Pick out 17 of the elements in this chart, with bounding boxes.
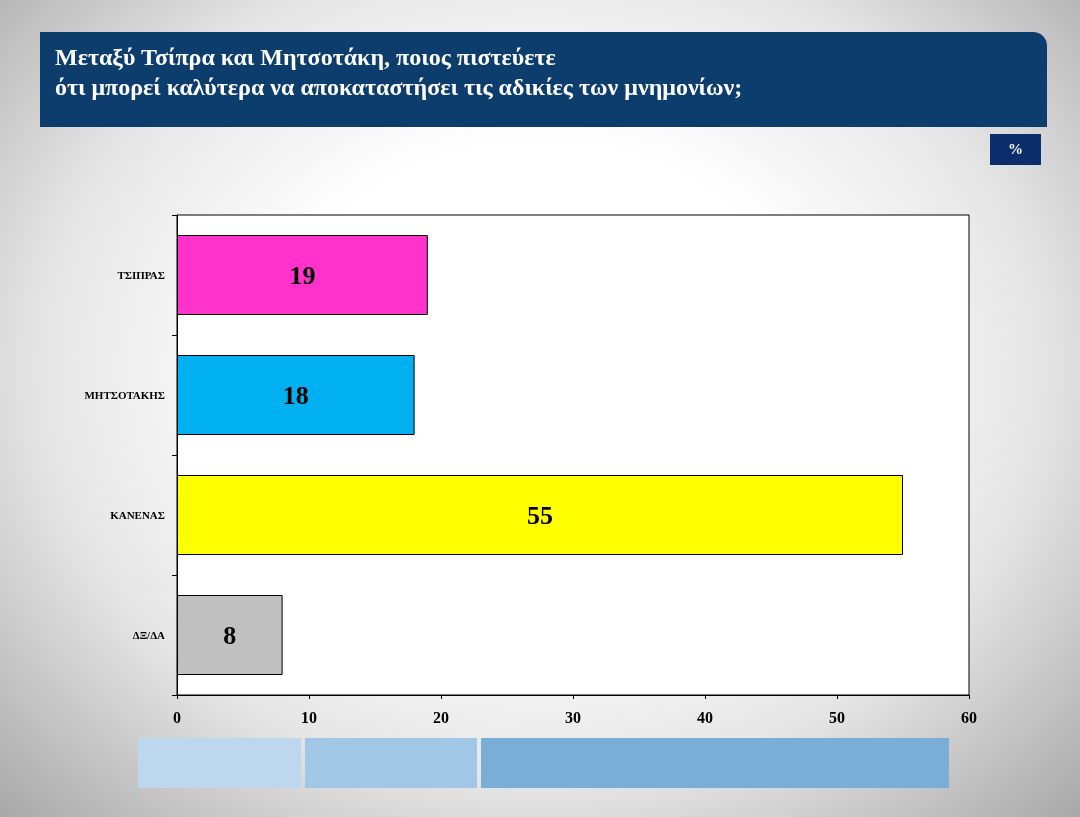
x-tick-label: 60 — [961, 708, 977, 726]
x-tick-label: 50 — [829, 708, 845, 726]
data-label: 8 — [223, 620, 237, 650]
x-tick-label: 10 — [301, 708, 317, 726]
x-tick-label: 20 — [433, 708, 449, 726]
data-label: 55 — [527, 500, 553, 530]
x-tick-label: 0 — [173, 708, 181, 726]
text: % — [990, 134, 1041, 165]
data-label: 18 — [282, 380, 309, 410]
y-tick-label: ΚΑΝΕΝΑΣ — [110, 509, 165, 521]
y-tick-label: ΔΞ/ΔΑ — [132, 629, 166, 641]
x-tick-label: 30 — [565, 708, 581, 726]
y-tick-label: ΜΗΤΣΟΤΑΚΗΣ — [84, 389, 165, 401]
y-tick-label: ΤΣΙΠΡΑΣ — [117, 269, 165, 281]
chart-title: Μεταξύ Τσίπρα και Μητσοτάκη, ποιος πιστεύετε ότι μπορεί καλύτερα να αποκαταστήσει τις αδικίες των μνημονίων; — [55, 43, 743, 102]
x-tick-label: 40 — [697, 708, 713, 726]
data-label: 19 — [289, 260, 316, 290]
